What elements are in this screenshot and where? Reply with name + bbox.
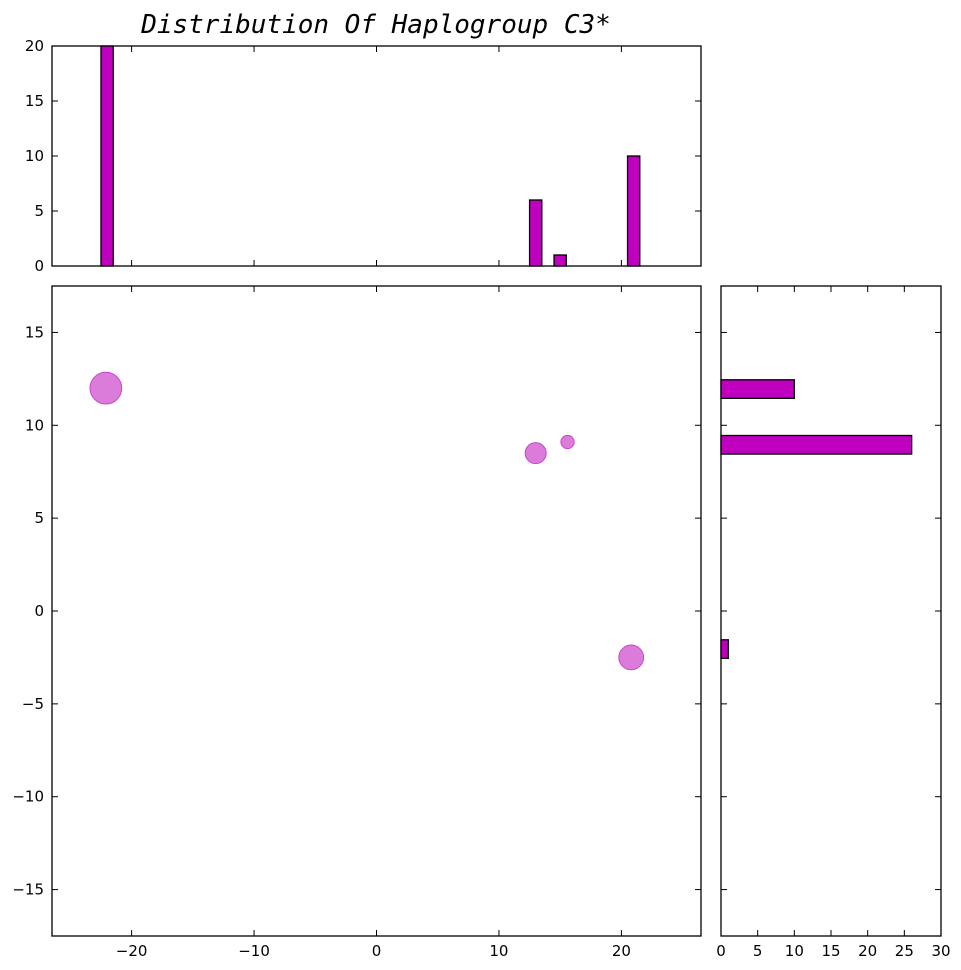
top-histogram-ticks: 0 5 10 15 20 xyxy=(25,37,701,275)
right-xtick-label: 10 xyxy=(785,942,804,960)
right-histogram-bar-1 xyxy=(720,434,913,455)
right-xtick-label: 15 xyxy=(821,942,840,960)
right-histogram-bar-2 xyxy=(720,639,729,660)
scatter-panel: −20 −10 0 10 20 −15 −10 −5 0 5 10 15 xyxy=(12,285,702,960)
top-histogram-frame xyxy=(51,45,702,267)
top-ytick-label: 20 xyxy=(25,37,44,55)
top-ytick-label: 15 xyxy=(25,92,44,110)
top-ytick-label: 5 xyxy=(34,202,44,220)
right-xtick-label: 20 xyxy=(858,942,877,960)
scatter-point-0 xyxy=(89,371,123,405)
scatter-point-3 xyxy=(618,644,645,671)
right-histogram-bar-0 xyxy=(720,379,795,400)
scatter-points xyxy=(89,371,645,671)
top-histogram-bar-1 xyxy=(528,199,543,267)
scatter-ytick-label: 5 xyxy=(34,509,44,527)
right-histogram-bars xyxy=(720,379,913,660)
scatter-xtick-label: −20 xyxy=(116,942,148,960)
scatter-point-1 xyxy=(524,442,547,465)
scatter-xtick-label: 0 xyxy=(372,942,382,960)
scatter-ytick-label: −5 xyxy=(22,695,44,713)
right-xtick-label: 5 xyxy=(753,942,763,960)
top-histogram-panel: 0 5 10 15 20 xyxy=(25,37,702,275)
scatter-ytick-label: −10 xyxy=(12,788,44,806)
scatter-point-2 xyxy=(560,434,575,450)
scatter-frame xyxy=(51,285,702,937)
scatter-ytick-label: 10 xyxy=(25,416,44,434)
top-histogram-bar-2 xyxy=(553,254,567,267)
right-xtick-label: 30 xyxy=(931,942,950,960)
right-histogram-ticks: 0 5 10 15 20 25 30 xyxy=(716,286,951,960)
top-histogram-bar-3 xyxy=(626,155,641,267)
chart-title: Distribution Of Haplogroup C3* xyxy=(140,10,611,40)
scatter-xtick-label: 20 xyxy=(612,942,631,960)
scatter-ticks: −20 −10 0 10 20 −15 −10 −5 0 5 10 15 xyxy=(12,286,701,960)
right-histogram-panel: 0 5 10 15 20 25 30 xyxy=(716,285,951,960)
top-histogram-bars xyxy=(100,45,641,267)
right-xtick-label: 0 xyxy=(716,942,726,960)
scatter-ytick-label: 15 xyxy=(25,323,44,341)
top-ytick-label: 10 xyxy=(25,147,44,165)
top-histogram-bar-0 xyxy=(100,45,114,267)
top-ytick-label: 0 xyxy=(34,257,44,275)
scatter-xtick-label: −10 xyxy=(238,942,270,960)
scatter-ytick-label: 0 xyxy=(34,602,44,620)
right-xtick-label: 25 xyxy=(895,942,914,960)
scatter-ytick-label: −15 xyxy=(12,881,44,899)
scatter-xtick-label: 10 xyxy=(489,942,508,960)
